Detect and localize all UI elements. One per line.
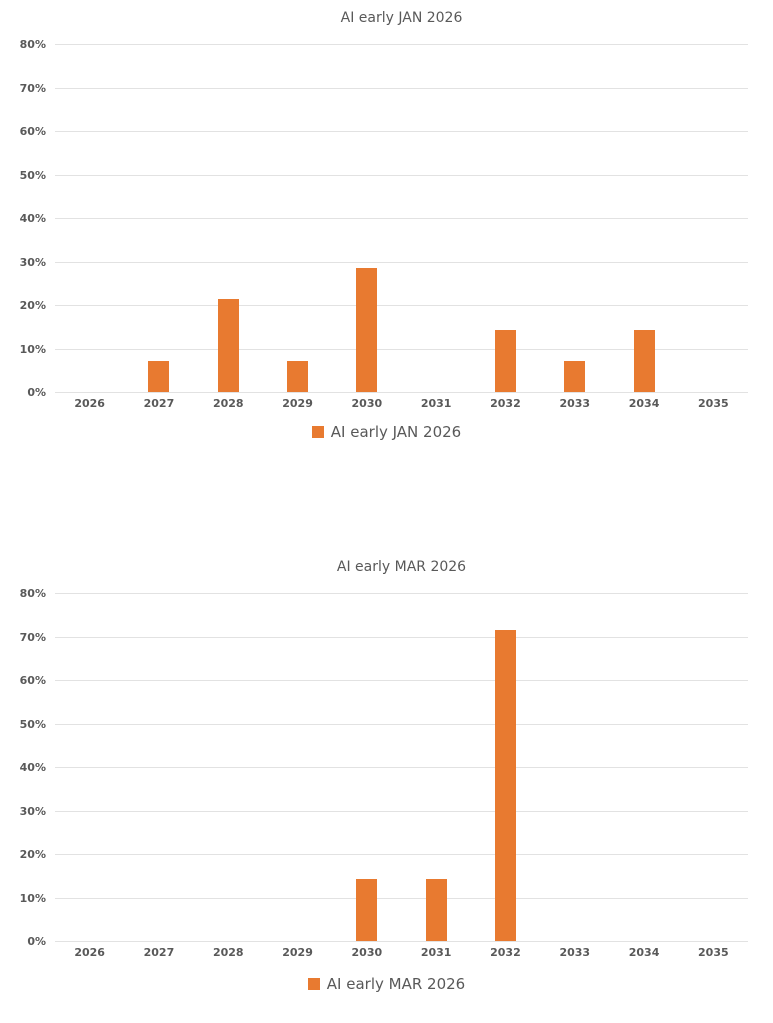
y-tick-label: 80%: [19, 38, 46, 51]
plot-area: 0% 10% 20% 30% 40% 50% 60% 70% 80% 2026 2027 2028 20…: [20, 588, 748, 959]
y-tick-label: 0%: [27, 386, 46, 399]
legend: AI early MAR 2026: [0, 975, 773, 993]
gridline: [55, 767, 748, 768]
x-tick-label: 2032: [490, 946, 521, 959]
x-tick-label: 2026: [74, 397, 105, 410]
gridline: [55, 305, 748, 306]
gridline: [55, 175, 748, 176]
y-tick-label: 60%: [19, 674, 46, 687]
x-tick-label: 2033: [559, 946, 591, 959]
gridline: [55, 218, 748, 219]
legend-label: AI early JAN 2026: [330, 423, 462, 441]
gridline: [55, 349, 748, 350]
x-tick-label: 2027: [143, 946, 175, 959]
y-tick-label: 30%: [19, 256, 46, 269]
gridline: [55, 680, 748, 681]
y-tick-label: 40%: [19, 761, 46, 774]
y-tick-label: 70%: [19, 82, 46, 95]
legend: AI early JAN 2026: [0, 423, 773, 441]
gridline: [55, 854, 748, 855]
y-tick-label: 20%: [19, 848, 46, 861]
y-tick-label: 40%: [19, 212, 46, 225]
bar-2028: [218, 299, 239, 392]
x-tick-label: 2031: [420, 946, 452, 959]
x-tick-label: 2026: [74, 946, 105, 959]
gridline: [55, 392, 748, 393]
x-tick-label: 2030: [351, 397, 383, 410]
gridline: [55, 637, 748, 638]
gridline: [55, 88, 748, 89]
y-tick-label: 10%: [19, 892, 46, 905]
x-tick-label: 2035: [698, 397, 729, 410]
x-tick-label: 2028: [212, 397, 244, 410]
gridline: [55, 941, 748, 942]
legend-swatch-icon: [311, 426, 324, 438]
bar-2029: [287, 361, 308, 392]
gridline: [55, 593, 748, 594]
x-tick-label: 2029: [282, 397, 313, 410]
chart-ai-early-mar-2026: AI early MAR 2026 0% 10% 20% 30% 40% 50% 60% 70…: [0, 549, 773, 1019]
x-tick-label: 2035: [698, 946, 729, 959]
y-tick-label: 80%: [19, 587, 46, 600]
chart-title: AI early JAN 2026: [340, 10, 463, 26]
x-tick-label: 2029: [282, 946, 313, 959]
bar-2031: [426, 879, 447, 941]
y-tick-label: 50%: [19, 718, 46, 731]
x-tick-label: 2034: [628, 397, 660, 410]
chart-ai-early-jan-2026: AI early JAN 2026 0% 10% 20% 30% 40% 50% 60% 70…: [0, 0, 773, 470]
x-tick-label: 2033: [559, 397, 591, 410]
bar-2032: [495, 330, 516, 392]
y-tick-label: 60%: [19, 125, 46, 138]
gridline: [55, 898, 748, 899]
bar-2027: [148, 361, 169, 392]
x-tick-label: 2028: [212, 946, 244, 959]
x-tick-label: 2034: [628, 946, 660, 959]
gridline: [55, 262, 748, 263]
x-tick-label: 2031: [420, 397, 452, 410]
bar-2030: [356, 879, 377, 941]
bar-2033: [564, 361, 585, 392]
x-tick-label: 2027: [143, 397, 175, 410]
plot-area: 0% 10% 20% 30% 40% 50% 60% 70% 80% 2026 2027 2028 20…: [20, 39, 748, 410]
chart-title: AI early MAR 2026: [336, 559, 467, 575]
y-tick-label: 10%: [19, 343, 46, 356]
legend-swatch-icon: [307, 978, 320, 990]
gridline: [55, 724, 748, 725]
gridline: [55, 44, 748, 45]
y-tick-label: 20%: [19, 299, 46, 312]
gridline: [55, 811, 748, 812]
y-tick-label: 50%: [19, 169, 46, 182]
y-tick-label: 30%: [19, 805, 46, 818]
y-tick-label: 0%: [27, 935, 46, 948]
y-tick-label: 70%: [19, 631, 46, 644]
legend-label: AI early MAR 2026: [326, 975, 466, 993]
x-tick-label: 2032: [490, 397, 521, 410]
bar-2030: [356, 268, 377, 392]
x-tick-label: 2030: [351, 946, 383, 959]
bar-2034: [634, 330, 655, 392]
gridline: [55, 131, 748, 132]
bar-2032: [495, 630, 516, 941]
